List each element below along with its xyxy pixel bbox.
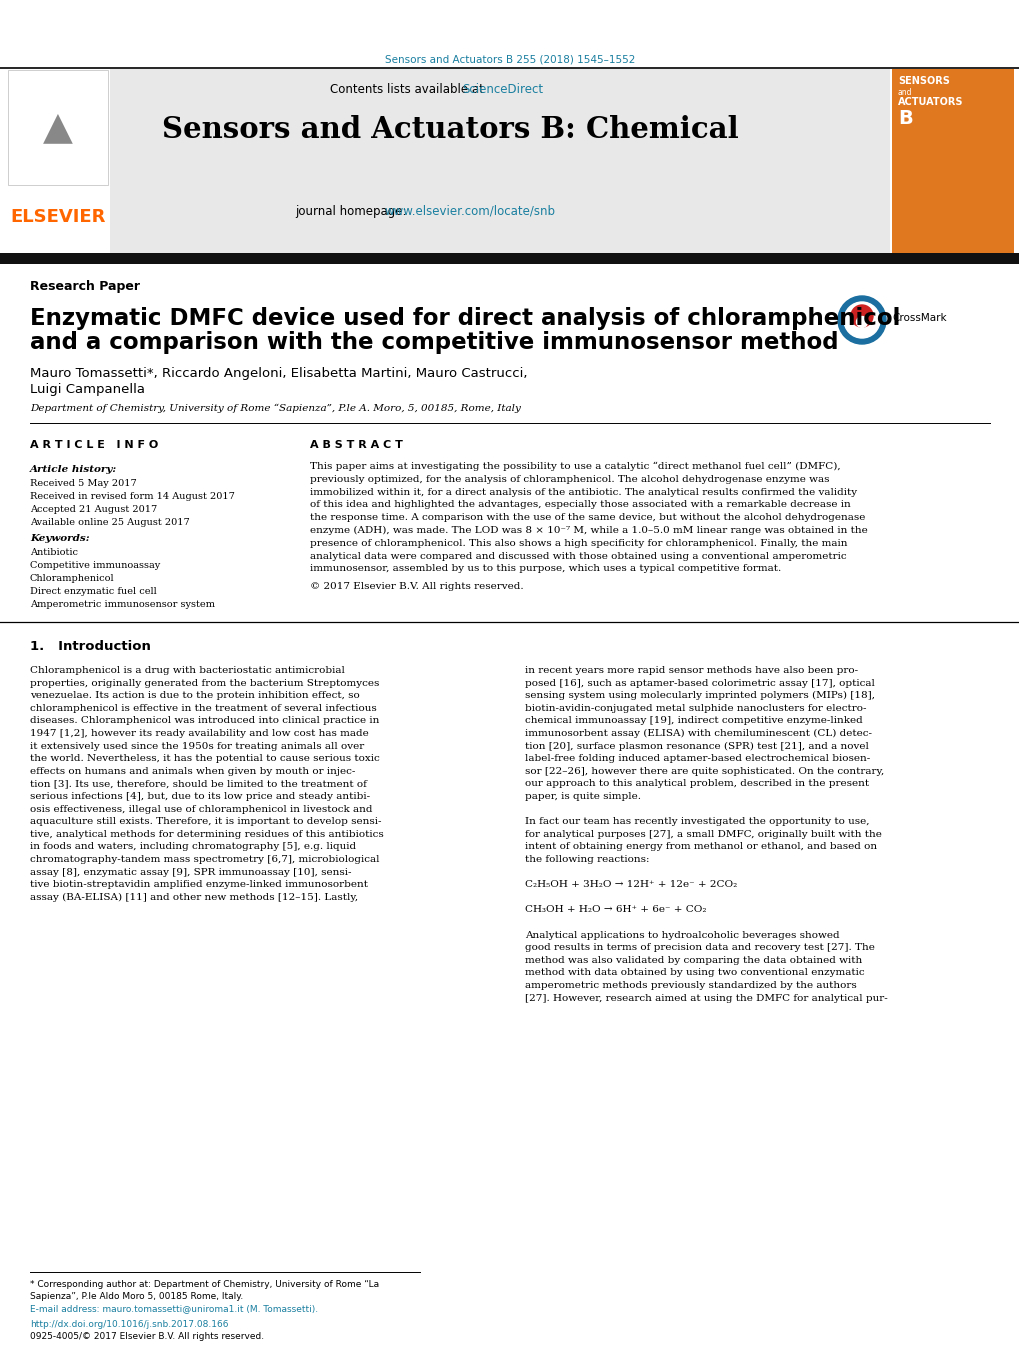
Circle shape — [843, 303, 879, 338]
Text: CH₃OH + H₂O → 6H⁺ + 6e⁻ + CO₂: CH₃OH + H₂O → 6H⁺ + 6e⁻ + CO₂ — [525, 905, 706, 915]
Text: our approach to this analytical problem, described in the present: our approach to this analytical problem,… — [525, 780, 868, 789]
Text: C₂H₅OH + 3H₂O → 12H⁺ + 12e⁻ + 2CO₂: C₂H₅OH + 3H₂O → 12H⁺ + 12e⁻ + 2CO₂ — [525, 881, 737, 889]
Text: label-free folding induced aptamer-based electrochemical biosen-: label-free folding induced aptamer-based… — [525, 754, 869, 763]
Text: tion [20], surface plasmon resonance (SPR) test [21], and a novel: tion [20], surface plasmon resonance (SP… — [525, 742, 868, 751]
Text: Keywords:: Keywords: — [30, 534, 90, 543]
Circle shape — [838, 296, 886, 345]
Text: good results in terms of precision data and recovery test [27]. The: good results in terms of precision data … — [525, 943, 874, 952]
Text: sor [22–26], however there are quite sophisticated. On the contrary,: sor [22–26], however there are quite sop… — [525, 767, 883, 775]
Text: Sapienza”, P.le Aldo Moro 5, 00185 Rome, Italy.: Sapienza”, P.le Aldo Moro 5, 00185 Rome,… — [30, 1292, 243, 1301]
Text: SENSORS: SENSORS — [897, 76, 949, 86]
Text: Department of Chemistry, University of Rome “Sapienza”, P.le A. Moro, 5, 00185, : Department of Chemistry, University of R… — [30, 404, 521, 413]
Text: Sensors and Actuators B 255 (2018) 1545–1552: Sensors and Actuators B 255 (2018) 1545–… — [384, 55, 635, 65]
Text: 1.   Introduction: 1. Introduction — [30, 640, 151, 653]
Text: assay (BA-ELISA) [11] and other new methods [12–15]. Lastly,: assay (BA-ELISA) [11] and other new meth… — [30, 893, 358, 902]
Text: method was also validated by comparing the data obtained with: method was also validated by comparing t… — [525, 955, 861, 965]
Text: intent of obtaining energy from methanol or ethanol, and based on: intent of obtaining energy from methanol… — [525, 843, 876, 851]
Text: effects on humans and animals when given by mouth or injec-: effects on humans and animals when given… — [30, 767, 355, 775]
Text: ScienceDirect: ScienceDirect — [462, 82, 542, 96]
Text: 0925-4005/© 2017 Elsevier B.V. All rights reserved.: 0925-4005/© 2017 Elsevier B.V. All right… — [30, 1332, 264, 1342]
Text: method with data obtained by using two conventional enzymatic: method with data obtained by using two c… — [525, 969, 864, 977]
Text: posed [16], such as aptamer-based colorimetric assay [17], optical: posed [16], such as aptamer-based colori… — [525, 678, 874, 688]
Text: 1947 [1,2], however its ready availability and low cost has made: 1947 [1,2], however its ready availabili… — [30, 730, 369, 738]
Text: Received 5 May 2017: Received 5 May 2017 — [30, 480, 137, 488]
Text: the response time. A comparison with the use of the same device, but without the: the response time. A comparison with the… — [310, 513, 864, 523]
Text: Available online 25 August 2017: Available online 25 August 2017 — [30, 517, 190, 527]
Text: www.elsevier.com/locate/snb: www.elsevier.com/locate/snb — [384, 205, 555, 218]
Text: ACTUATORS: ACTUATORS — [897, 97, 963, 107]
Text: assay [8], enzymatic assay [9], SPR immunoassay [10], sensi-: assay [8], enzymatic assay [9], SPR immu… — [30, 867, 352, 877]
Text: Accepted 21 August 2017: Accepted 21 August 2017 — [30, 505, 157, 513]
Text: and a comparison with the competitive immunosensor method: and a comparison with the competitive im… — [30, 331, 838, 354]
Text: enzyme (ADH), was made. The LOD was 8 × 10⁻⁷ M, while a 1.0–5.0 mM linear range : enzyme (ADH), was made. The LOD was 8 × … — [310, 526, 867, 535]
Text: presence of chloramphenicol. This also shows a high specificity for chlorampheni: presence of chloramphenicol. This also s… — [310, 539, 847, 547]
Text: Amperometric immunosensor system: Amperometric immunosensor system — [30, 600, 215, 609]
Text: Article history:: Article history: — [30, 465, 117, 474]
Text: immobilized within it, for a direct analysis of the antibiotic. The analytical r: immobilized within it, for a direct anal… — [310, 488, 856, 497]
Text: tive, analytical methods for determining residues of this antibiotics: tive, analytical methods for determining… — [30, 830, 383, 839]
Text: A R T I C L E   I N F O: A R T I C L E I N F O — [30, 440, 158, 450]
Text: the world. Nevertheless, it has the potential to cause serious toxic: the world. Nevertheless, it has the pote… — [30, 754, 379, 763]
Text: Chloramphenicol is a drug with bacteriostatic antimicrobial: Chloramphenicol is a drug with bacterios… — [30, 666, 344, 676]
Text: Research Paper: Research Paper — [30, 280, 140, 293]
Text: B: B — [897, 109, 912, 128]
Text: diseases. Chloramphenicol was introduced into clinical practice in: diseases. Chloramphenicol was introduced… — [30, 716, 379, 725]
Text: Received in revised form 14 August 2017: Received in revised form 14 August 2017 — [30, 492, 234, 501]
Text: Luigi Campanella: Luigi Campanella — [30, 382, 145, 396]
FancyBboxPatch shape — [892, 69, 1013, 254]
Text: immunosorbent assay (ELISA) with chemiluminescent (CL) detec-: immunosorbent assay (ELISA) with chemilu… — [525, 730, 871, 738]
Text: This paper aims at investigating the possibility to use a catalytic “direct meth: This paper aims at investigating the pos… — [310, 462, 840, 471]
Text: Antibiotic: Antibiotic — [30, 549, 77, 557]
Text: tive biotin-streptavidin amplified enzyme-linked immunosorbent: tive biotin-streptavidin amplified enzym… — [30, 881, 368, 889]
Text: analytical data were compared and discussed with those obtained using a conventi: analytical data were compared and discus… — [310, 551, 846, 561]
Text: Chloramphenicol: Chloramphenicol — [30, 574, 114, 584]
Text: chloramphenicol is effective in the treatment of several infectious: chloramphenicol is effective in the trea… — [30, 704, 376, 713]
Text: paper, is quite simple.: paper, is quite simple. — [525, 792, 640, 801]
Text: of this idea and highlighted the advantages, especially those associated with a : of this idea and highlighted the advanta… — [310, 500, 850, 509]
Text: journal homepage:: journal homepage: — [294, 205, 410, 218]
Text: venezuelae. Its action is due to the protein inhibition effect, so: venezuelae. Its action is due to the pro… — [30, 692, 360, 700]
Text: amperometric methods previously standardized by the authors: amperometric methods previously standard… — [525, 981, 856, 990]
Text: Analytical applications to hydroalcoholic beverages showed: Analytical applications to hydroalcoholi… — [525, 931, 839, 939]
Text: previously optimized, for the analysis of chloramphenicol. The alcohol dehydroge: previously optimized, for the analysis o… — [310, 474, 828, 484]
FancyBboxPatch shape — [110, 69, 890, 254]
Text: in recent years more rapid sensor methods have also been pro-: in recent years more rapid sensor method… — [525, 666, 857, 676]
Text: tion [3]. Its use, therefore, should be limited to the treatment of: tion [3]. Its use, therefore, should be … — [30, 780, 367, 789]
Text: Sensors and Actuators B: Chemical: Sensors and Actuators B: Chemical — [161, 115, 738, 145]
Text: properties, originally generated from the bacterium Streptomyces: properties, originally generated from th… — [30, 678, 379, 688]
Text: ▲: ▲ — [43, 108, 73, 146]
Text: A B S T R A C T: A B S T R A C T — [310, 440, 403, 450]
Text: the following reactions:: the following reactions: — [525, 855, 649, 865]
Circle shape — [850, 305, 872, 327]
Text: Direct enzymatic fuel cell: Direct enzymatic fuel cell — [30, 586, 157, 596]
Text: immunosensor, assembled by us to this purpose, which uses a typical competitive : immunosensor, assembled by us to this pu… — [310, 565, 781, 573]
Text: Competitive immunoassay: Competitive immunoassay — [30, 561, 160, 570]
Text: E-mail address: mauro.tomassetti@uniroma1.it (M. Tomassetti).: E-mail address: mauro.tomassetti@uniroma… — [30, 1304, 318, 1313]
Text: [27]. However, research aimed at using the DMFC for analytical pur-: [27]. However, research aimed at using t… — [525, 993, 887, 1002]
Text: biotin-avidin-conjugated metal sulphide nanoclusters for electro-: biotin-avidin-conjugated metal sulphide … — [525, 704, 866, 713]
Text: CrossMark: CrossMark — [892, 313, 946, 323]
Circle shape — [856, 316, 866, 327]
Text: Mauro Tomassetti*, Riccardo Angeloni, Elisabetta Martini, Mauro Castrucci,: Mauro Tomassetti*, Riccardo Angeloni, El… — [30, 367, 527, 380]
Text: Contents lists available at: Contents lists available at — [330, 82, 487, 96]
FancyBboxPatch shape — [0, 253, 1019, 263]
FancyBboxPatch shape — [8, 70, 108, 185]
Text: aquaculture still exists. Therefore, it is important to develop sensi-: aquaculture still exists. Therefore, it … — [30, 817, 381, 827]
Text: * Corresponding author at: Department of Chemistry, University of Rome “La: * Corresponding author at: Department of… — [30, 1279, 379, 1289]
Text: serious infections [4], but, due to its low price and steady antibi-: serious infections [4], but, due to its … — [30, 792, 370, 801]
Text: and: and — [897, 88, 912, 97]
Text: © 2017 Elsevier B.V. All rights reserved.: © 2017 Elsevier B.V. All rights reserved… — [310, 582, 523, 590]
Text: chromatography-tandem mass spectrometry [6,7], microbiological: chromatography-tandem mass spectrometry … — [30, 855, 379, 865]
Text: it extensively used since the 1950s for treating animals all over: it extensively used since the 1950s for … — [30, 742, 364, 751]
Text: sensing system using molecularly imprinted polymers (MIPs) [18],: sensing system using molecularly imprint… — [525, 692, 874, 700]
Text: for analytical purposes [27], a small DMFC, originally built with the: for analytical purposes [27], a small DM… — [525, 830, 881, 839]
Text: chemical immunoassay [19], indirect competitive enzyme-linked: chemical immunoassay [19], indirect comp… — [525, 716, 862, 725]
Text: In fact our team has recently investigated the opportunity to use,: In fact our team has recently investigat… — [525, 817, 868, 827]
Text: http://dx.doi.org/10.1016/j.snb.2017.08.166: http://dx.doi.org/10.1016/j.snb.2017.08.… — [30, 1320, 228, 1329]
Text: ELSEVIER: ELSEVIER — [10, 208, 106, 226]
Text: Enzymatic DMFC device used for direct analysis of chloramphenicol: Enzymatic DMFC device used for direct an… — [30, 307, 900, 330]
Text: in foods and waters, including chromatography [5], e.g. liquid: in foods and waters, including chromatog… — [30, 843, 356, 851]
Text: osis effectiveness, illegal use of chloramphenicol in livestock and: osis effectiveness, illegal use of chlor… — [30, 805, 372, 813]
